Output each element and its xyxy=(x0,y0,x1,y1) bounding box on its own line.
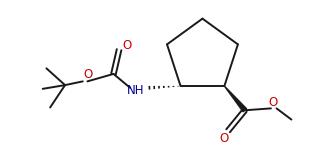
Polygon shape xyxy=(224,86,247,112)
Text: O: O xyxy=(220,132,229,144)
Text: O: O xyxy=(268,96,278,109)
Text: O: O xyxy=(84,68,93,81)
Text: O: O xyxy=(122,39,131,52)
Text: NH: NH xyxy=(127,84,144,97)
